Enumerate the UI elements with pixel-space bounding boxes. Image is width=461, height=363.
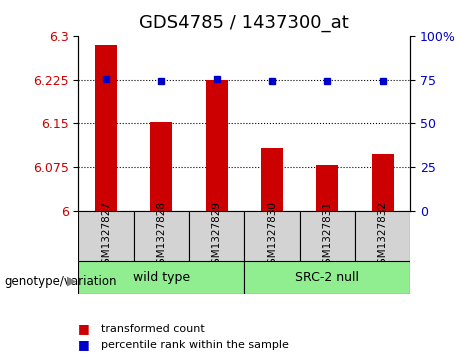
Bar (78, 261, 244, 294)
Text: GSM1327832: GSM1327832 (378, 201, 388, 271)
Text: wild type: wild type (133, 271, 190, 284)
Text: GSM1327830: GSM1327830 (267, 201, 277, 271)
Bar (355, 211, 410, 261)
Text: percentile rank within the sample: percentile rank within the sample (101, 340, 290, 350)
Bar (300, 211, 355, 261)
Text: GSM1327827: GSM1327827 (101, 201, 111, 271)
Bar (316, 165, 338, 211)
Text: ■: ■ (78, 322, 90, 335)
Bar (150, 122, 172, 211)
Bar (244, 211, 300, 261)
Bar (261, 148, 283, 211)
Bar (244, 261, 410, 294)
Text: ▶: ▶ (67, 275, 76, 288)
Text: genotype/variation: genotype/variation (5, 275, 117, 288)
Bar (95, 45, 117, 211)
Bar (372, 154, 394, 211)
Bar (206, 80, 228, 211)
Text: GSM1327828: GSM1327828 (156, 201, 166, 271)
Text: transformed count: transformed count (101, 323, 205, 334)
Text: SRC-2 null: SRC-2 null (296, 271, 359, 284)
Bar (134, 211, 189, 261)
Text: GSM1327829: GSM1327829 (212, 201, 222, 271)
Bar (189, 211, 244, 261)
Text: GSM1327831: GSM1327831 (322, 201, 332, 271)
Text: ■: ■ (78, 338, 90, 351)
Bar (78, 211, 134, 261)
Title: GDS4785 / 1437300_at: GDS4785 / 1437300_at (140, 14, 349, 32)
